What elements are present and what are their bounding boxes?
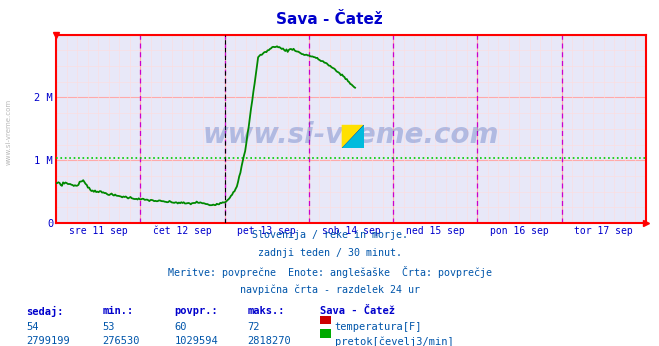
Text: Sava - Čatež: Sava - Čatež (320, 306, 395, 316)
Text: Slovenija / reke in morje.: Slovenija / reke in morje. (252, 230, 407, 240)
Text: povpr.:: povpr.: (175, 306, 218, 316)
Text: 72: 72 (247, 322, 260, 333)
Polygon shape (341, 125, 364, 148)
Text: 53: 53 (102, 322, 115, 333)
Text: 276530: 276530 (102, 336, 140, 346)
Text: navpična črta - razdelek 24 ur: navpična črta - razdelek 24 ur (239, 284, 420, 294)
Text: temperatura[F]: temperatura[F] (335, 322, 422, 333)
Text: maks.:: maks.: (247, 306, 285, 316)
Text: min.:: min.: (102, 306, 133, 316)
Text: 1029594: 1029594 (175, 336, 218, 346)
Text: www.si-vreme.com: www.si-vreme.com (5, 98, 11, 165)
Text: Sava - Čatež: Sava - Čatež (276, 12, 383, 27)
Text: sedaj:: sedaj: (26, 306, 64, 317)
Text: 60: 60 (175, 322, 187, 333)
FancyBboxPatch shape (341, 125, 364, 148)
Text: Meritve: povprečne  Enote: anglešaške  Črta: povprečje: Meritve: povprečne Enote: anglešaške Črt… (167, 266, 492, 278)
Polygon shape (341, 125, 364, 148)
Text: 54: 54 (26, 322, 39, 333)
Text: www.si-vreme.com: www.si-vreme.com (203, 120, 499, 148)
Text: 2818270: 2818270 (247, 336, 291, 346)
Text: zadnji teden / 30 minut.: zadnji teden / 30 minut. (258, 248, 401, 258)
Text: 2799199: 2799199 (26, 336, 70, 346)
Text: pretok[čevelj3/min]: pretok[čevelj3/min] (335, 336, 453, 346)
